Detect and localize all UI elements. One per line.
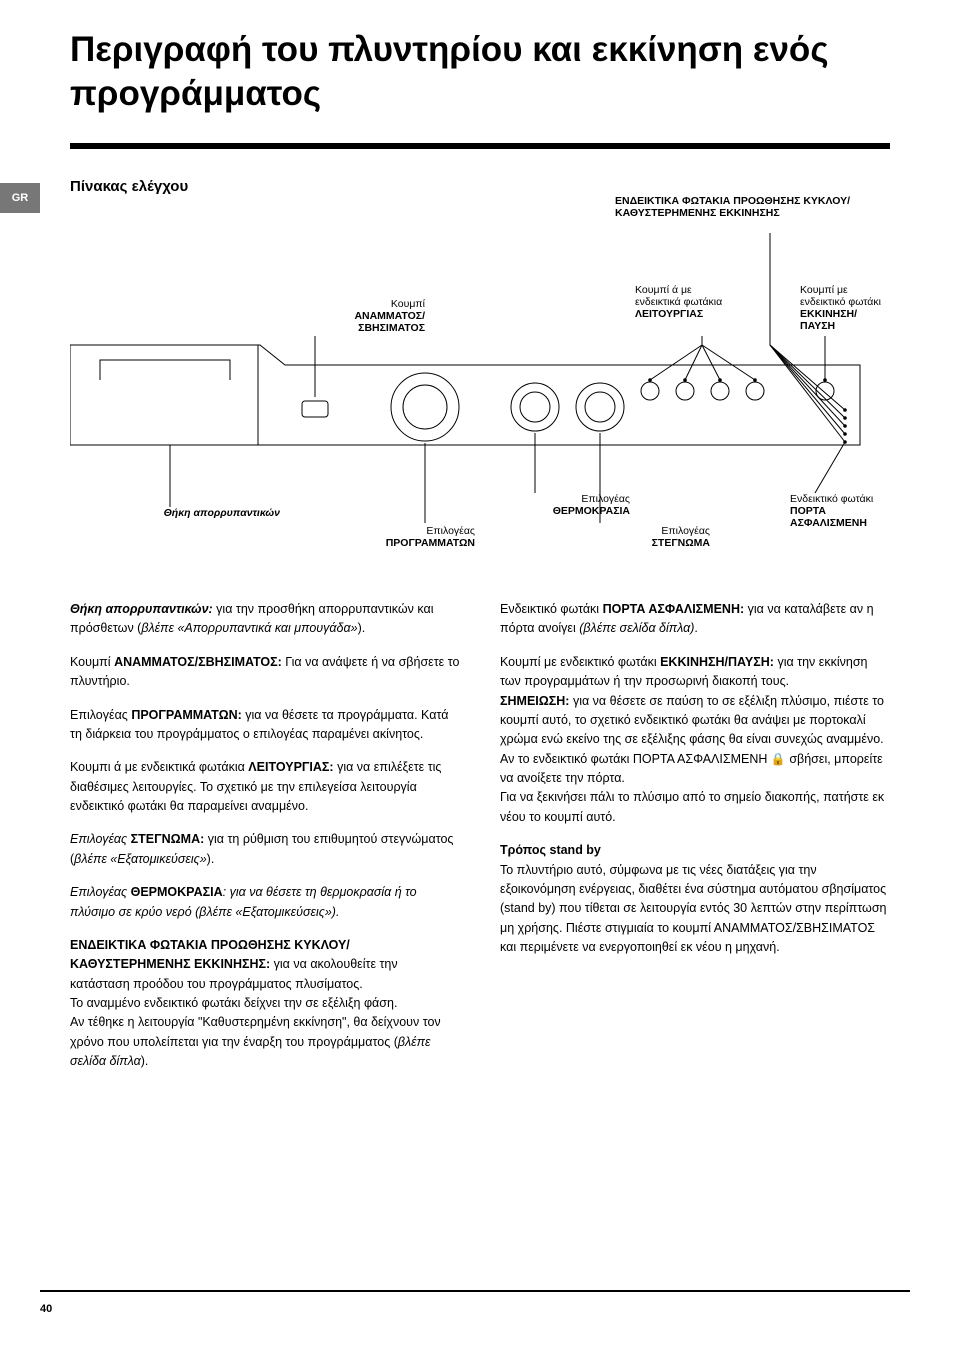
temp-pre: Επιλογέας [581,493,630,505]
spin-pre: Επιλογέας [661,525,710,537]
right-column: Ενδεικτικό φωτάκι ΠΟΡΤΑ ΑΣΦΑΛΙΣΜΕΝΗ: για… [500,600,890,1086]
paragraph: Κουμπι ά με ενδεικτικά φωτάκια ΛΕΙΤΟΥΡΓΙ… [70,758,460,816]
title-rule [70,143,890,149]
paragraph: Θήκη απορρυπαντικών: για την προσθήκη απ… [70,600,460,639]
page-title: Περιγραφή του πλυντηρίου και εκκίνηση εν… [70,28,890,116]
paragraph: Κουμπί με ενδεικτικό φωτάκι ΕΚΚΙΝΗΣΗ/ΠΑΥ… [500,653,890,827]
paragraph: ΕΝΔΕΙΚΤΙΚΑ ΦΩΤΑΚΙΑ ΠΡΟΩΘΗΣΗΣ ΚΥΚΛΟΥ/ΚΑΘΥ… [70,936,460,1072]
start-bold: ΕΚΚΙΝΗΣΗ/ΠΑΥΣΗ [800,308,857,332]
paragraph: Κουμπί ΑΝΑΜΜΑΤΟΣ/ΣΒΗΣΙΜΑΤΟΣ: Για να ανάψ… [70,653,460,692]
start-pre: Κουμπί μεενδεικτικό φωτάκι [800,284,881,308]
control-panel-diagram: ΕΝΔΕΙΚΤΙΚΑ ΦΩΤΑΚΙΑ ΠΡΟΩΘΗΣΗΣ ΚΥΚΛΟΥ/ΚΑΘΥ… [70,185,890,575]
cycle-lights-label: ΕΝΔΕΙΚΤΙΚΑ ΦΩΤΑΚΙΑ ΠΡΟΩΘΗΣΗΣ ΚΥΚΛΟΥ/ΚΑΘΥ… [615,195,850,219]
paragraph: Τρόπος stand byΤο πλυντήριο αυτό, σύμφων… [500,841,890,957]
footer-rule [40,1290,910,1292]
paragraph: Επιλογέας ΘΕΡΜΟΚΡΑΣΙΑ: για να θέσετε τη … [70,883,460,922]
onoff-pre: Κουμπί [391,298,425,310]
func-bold: ΛΕΙΤΟΥΡΓΙΑΣ [635,308,703,320]
body-columns: Θήκη απορρυπαντικών: για την προσθήκη απ… [70,600,890,1086]
func-pre: Κουμπί ά μεενδεικτικά φωτάκια [635,284,722,308]
paragraph: Ενδεικτικό φωτάκι ΠΟΡΤΑ ΑΣΦΑΛΙΣΜΕΝΗ: για… [500,600,890,639]
prog-bold: ΠΡΟΓΡΑΜΜΑΤΩΝ [386,537,475,549]
spin-bold: ΣΤΕΓΝΩΜΑ [652,537,710,549]
prog-pre: Επιλογέας [426,525,475,537]
paragraph: Επιλογέας ΣΤΕΓΝΩΜΑ: για τη ρύθμιση του ε… [70,830,460,869]
door-bold: ΠΟΡΤΑΑΣΦΑΛΙΣΜΕΝΗ [790,505,867,529]
drawer-label: Θήκη απορρυπαντικών [164,507,280,519]
door-pre: Ενδεικτικό φωτάκι [790,493,873,505]
page-number: 40 [40,1303,52,1315]
temp-bold: ΘΕΡΜΟΚΡΑΣΙΑ [553,505,630,517]
left-column: Θήκη απορρυπαντικών: για την προσθήκη απ… [70,600,460,1086]
language-tab: GR [0,183,40,213]
paragraph: Επιλογέας ΠΡΟΓΡΑΜΜΑΤΩΝ: για να θέσετε τα… [70,706,460,745]
onoff-bold: ΑΝΑΜΜΑΤΟΣ/ΣΒΗΣΙΜΑΤΟΣ [354,310,425,334]
lock-icon: 🔒 [771,752,786,766]
